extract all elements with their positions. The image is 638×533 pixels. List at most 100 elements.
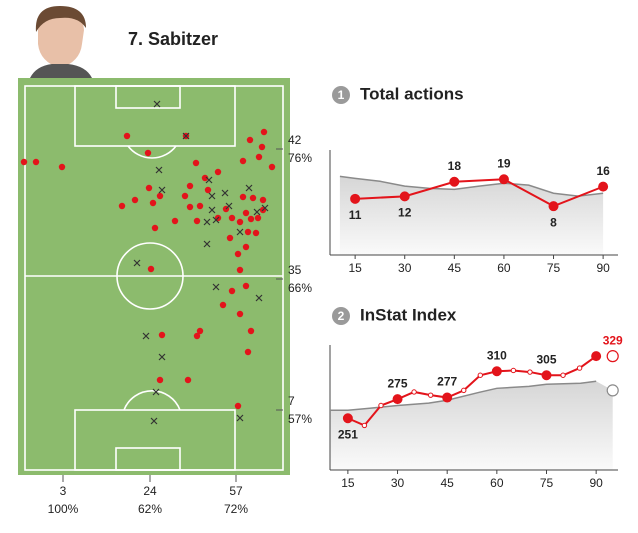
action-dot [193, 332, 201, 340]
x-tick-label: 75 [547, 261, 561, 275]
value-label: 19 [497, 156, 511, 170]
point [576, 365, 583, 371]
action-dot [20, 158, 28, 166]
final-marker [606, 384, 619, 397]
action-dot [242, 282, 250, 290]
zone-count: 24 [143, 484, 157, 498]
section-title: Total actions [360, 84, 464, 103]
action-cross [208, 206, 216, 214]
x-tick-label: 45 [448, 261, 462, 275]
value-label: 251 [338, 427, 358, 441]
point [461, 387, 467, 394]
action-cross [208, 192, 216, 200]
action-cross [153, 100, 161, 108]
point [427, 392, 434, 398]
pitch [18, 78, 290, 475]
action-cross [221, 189, 229, 197]
action-dot [247, 215, 255, 223]
action-dot [118, 202, 126, 210]
action-dot [196, 202, 204, 210]
action-dot [123, 132, 131, 140]
value-label: 305 [536, 352, 556, 366]
action-cross [245, 184, 253, 192]
action-dot [268, 163, 276, 171]
action-dot [184, 376, 192, 384]
point [350, 193, 361, 204]
value-label: 18 [448, 159, 462, 173]
x-tick-label: 90 [596, 261, 610, 275]
action-dot [144, 149, 152, 157]
action-dot [259, 196, 267, 204]
action-cross [133, 259, 141, 267]
reference-line [339, 175, 604, 197]
action-dot [247, 327, 255, 335]
player-line [347, 355, 597, 427]
action-dot [258, 143, 266, 151]
point [378, 402, 384, 409]
point [491, 366, 502, 377]
action-cross [203, 240, 211, 248]
action-dot [236, 310, 244, 318]
action-dot [149, 199, 157, 207]
final-marker [606, 350, 619, 363]
zone-count: 35 [288, 263, 302, 277]
action-dot [171, 217, 179, 225]
action-dot [234, 402, 242, 410]
action-dot [192, 159, 200, 167]
value-label: 8 [550, 215, 557, 229]
action-dot [131, 196, 139, 204]
zone-percent: 57% [288, 412, 312, 426]
point [598, 181, 609, 192]
x-tick-label: 45 [441, 476, 455, 490]
x-tick-label: 75 [540, 476, 554, 490]
point [498, 174, 509, 185]
zone-count: 7 [288, 394, 295, 408]
action-dot [214, 168, 222, 176]
action-cross [182, 132, 190, 140]
action-dot [186, 203, 194, 211]
point [548, 201, 559, 212]
section-number: 2 [338, 309, 345, 323]
action-dot [186, 182, 194, 190]
action-dot [145, 184, 153, 192]
action-dot [246, 136, 254, 144]
action-dot [151, 224, 159, 232]
section-badge [332, 307, 350, 325]
point [560, 372, 566, 378]
action-dot [228, 214, 236, 222]
action-dot [204, 186, 212, 194]
zone-percent: 76% [288, 151, 312, 165]
reference-area [339, 176, 604, 255]
action-dot [242, 243, 250, 251]
action-dot [255, 153, 263, 161]
x-tick-label: 15 [348, 261, 362, 275]
zone-count: 57 [229, 484, 243, 498]
action-dot [239, 157, 247, 165]
action-dot [58, 163, 66, 171]
zone-percent: 100% [48, 502, 79, 516]
x-tick-label: 60 [497, 261, 511, 275]
action-cross [212, 283, 220, 291]
action-dot [244, 228, 252, 236]
action-cross [253, 208, 261, 216]
x-tick-label: 60 [490, 476, 504, 490]
reference-line [330, 380, 597, 412]
action-dot [226, 234, 234, 242]
zone-count: 3 [60, 484, 67, 498]
action-cross [155, 166, 163, 174]
point [361, 422, 368, 429]
point [392, 394, 403, 405]
section-title: InStat Index [360, 305, 457, 324]
x-tick-label: 15 [341, 476, 355, 490]
action-cross [158, 353, 166, 361]
player-photo [28, 6, 92, 78]
value-label: 310 [487, 348, 507, 362]
action-cross [261, 204, 269, 212]
point [591, 351, 602, 362]
action-cross [225, 202, 233, 210]
action-dot [181, 192, 189, 200]
player-line [355, 178, 604, 208]
action-dot [254, 214, 262, 222]
action-cross [236, 228, 244, 236]
